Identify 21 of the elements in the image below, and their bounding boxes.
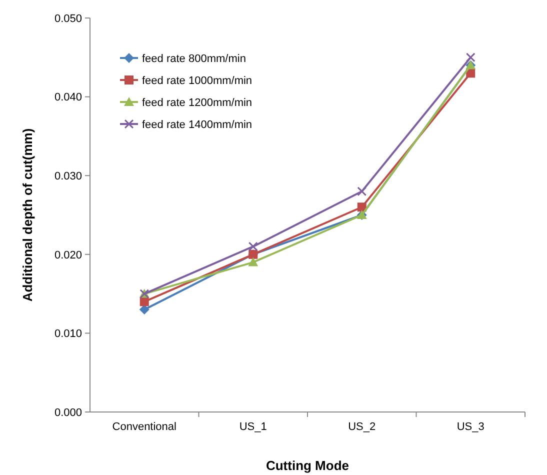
y-axis-title: Additional depth of cut(mm) xyxy=(20,128,35,302)
y-tick-label: 0.010 xyxy=(54,328,82,340)
x-tick-label: Conventional xyxy=(112,421,176,433)
y-tick-label: 0.030 xyxy=(54,170,82,182)
legend-label: feed rate 1400mm/min xyxy=(142,118,252,131)
point xyxy=(466,52,476,62)
y-tick-label: 0.020 xyxy=(54,249,82,262)
y-tick-label: 0.050 xyxy=(54,12,82,25)
y-tick-label: 0.000 xyxy=(54,406,82,419)
x-axis-title: Cutting Mode xyxy=(266,458,350,473)
legend-label: feed rate 1000mm/min xyxy=(142,74,252,87)
legend-label: feed rate 800mm/min xyxy=(142,52,246,65)
x-tick-label: US_3 xyxy=(456,421,484,433)
legend-label: feed rate 1200mm/min xyxy=(142,96,252,109)
point xyxy=(139,304,150,315)
point xyxy=(357,186,366,196)
x-tick-label: US_2 xyxy=(348,421,376,433)
point xyxy=(248,242,258,252)
y-tick-label: 0.040 xyxy=(54,92,82,104)
x-tick-label: US_1 xyxy=(239,421,267,433)
point xyxy=(248,257,258,266)
